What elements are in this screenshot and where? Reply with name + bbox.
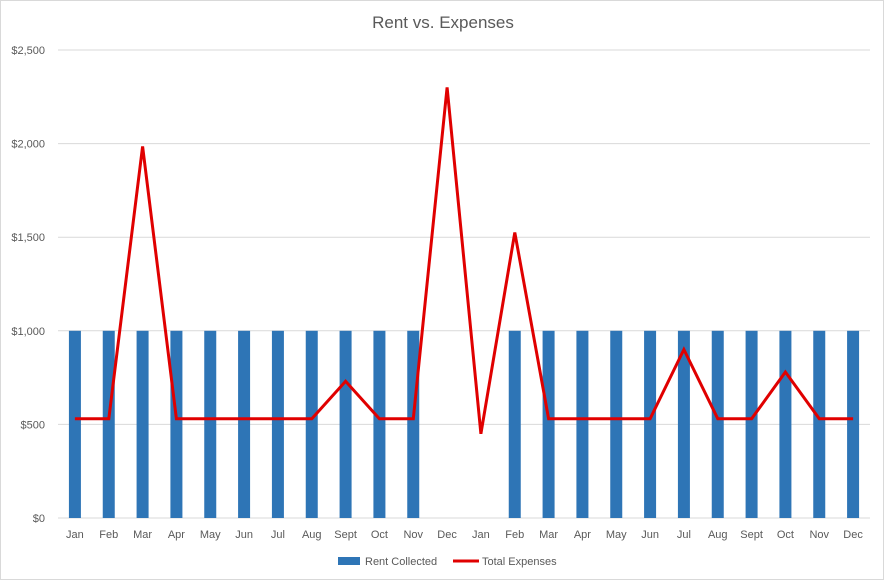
bar-rent-collected	[847, 330, 860, 518]
bar-rent-collected	[745, 330, 758, 518]
bar-rent-collected	[779, 330, 792, 518]
x-tick-label: Jul	[271, 529, 285, 541]
bar-rent-collected	[610, 330, 623, 518]
x-tick-label: Dec	[437, 529, 457, 541]
bar-rent-collected	[813, 330, 826, 518]
bar-rent-collected	[136, 330, 149, 518]
bar-rent-collected	[271, 330, 284, 518]
x-tick-label: Apr	[574, 529, 591, 541]
line-total-expenses	[74, 87, 854, 435]
x-tick-label: Jan	[472, 529, 490, 541]
y-tick-label: $2,000	[11, 139, 45, 151]
x-tick-label: May	[200, 529, 221, 541]
y-tick-label: $2,500	[11, 45, 45, 57]
bar-rent-collected	[102, 330, 115, 518]
x-tick-label: May	[606, 529, 627, 541]
bar-rent-collected	[204, 330, 217, 518]
x-tick-label: Dec	[843, 529, 863, 541]
chart-title: Rent vs. Expenses	[372, 13, 514, 32]
y-tick-label: $1,500	[11, 232, 45, 244]
y-tick-label: $1,000	[11, 326, 45, 338]
x-tick-label: Sept	[334, 529, 357, 541]
legend-label-total-expenses: Total Expenses	[482, 556, 557, 568]
x-tick-label: Apr	[168, 529, 185, 541]
y-tick-label: $0	[33, 513, 45, 525]
bar-rent-collected	[305, 330, 318, 518]
x-tick-label: Feb	[99, 529, 118, 541]
bar-rent-collected	[644, 330, 657, 518]
bar-rent-collected	[339, 330, 352, 518]
x-tick-label: Aug	[302, 529, 322, 541]
bar-rent-collected	[238, 330, 251, 518]
x-tick-label: Nov	[809, 529, 829, 541]
x-tick-label: Aug	[708, 529, 728, 541]
x-tick-label: Mar	[539, 529, 558, 541]
x-tick-label: Nov	[403, 529, 423, 541]
y-tick-label: $500	[21, 419, 45, 431]
bar-rent-collected	[677, 330, 690, 518]
x-tick-label: Jun	[641, 529, 659, 541]
bar-rent-collected	[170, 330, 183, 518]
bar-rent-collected	[407, 330, 420, 518]
bar-rent-collected	[68, 330, 81, 518]
x-tick-label: Jan	[66, 529, 84, 541]
bar-rent-collected	[508, 330, 521, 518]
bar-rent-collected	[542, 330, 555, 518]
x-tick-label: Oct	[371, 529, 388, 541]
x-tick-label: Feb	[505, 529, 524, 541]
bar-rent-collected	[373, 330, 386, 518]
bar-rent-collected	[576, 330, 589, 518]
x-tick-label: Jul	[677, 529, 691, 541]
x-tick-label: Jun	[235, 529, 253, 541]
x-tick-label: Oct	[777, 529, 794, 541]
legend-label-rent-collected: Rent Collected	[365, 556, 437, 568]
bar-rent-collected	[711, 330, 724, 518]
legend-swatch-rent-collected	[338, 557, 360, 565]
x-tick-label: Mar	[133, 529, 152, 541]
x-tick-label: Sept	[740, 529, 763, 541]
